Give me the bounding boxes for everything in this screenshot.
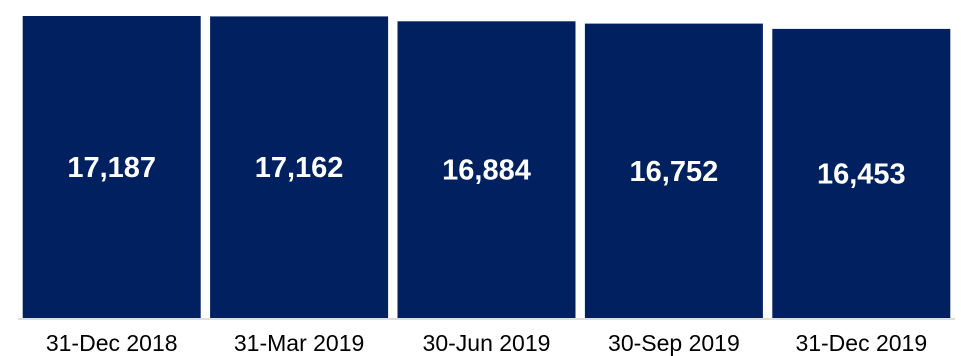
bar-2 (210, 16, 389, 319)
data-label-2: 17,162 (255, 152, 344, 184)
bar-3 (397, 21, 576, 319)
data-label-3: 16,884 (442, 155, 531, 187)
x-tick-label-2: 31-Mar 2019 (234, 330, 364, 356)
x-tick-label-4: 30-Sep 2019 (608, 330, 740, 356)
data-label-1: 17,187 (67, 152, 156, 184)
x-tick-label-3: 30-Jun 2019 (423, 330, 551, 356)
x-tick-label-5: 31-Dec 2019 (795, 330, 927, 356)
x-tick-label-1: 31-Dec 2018 (46, 330, 178, 356)
data-label-5: 16,453 (817, 158, 906, 190)
bar-4 (584, 23, 763, 318)
bar-1 (22, 16, 201, 318)
data-label-4: 16,752 (630, 156, 719, 188)
bar-5 (772, 28, 951, 319)
